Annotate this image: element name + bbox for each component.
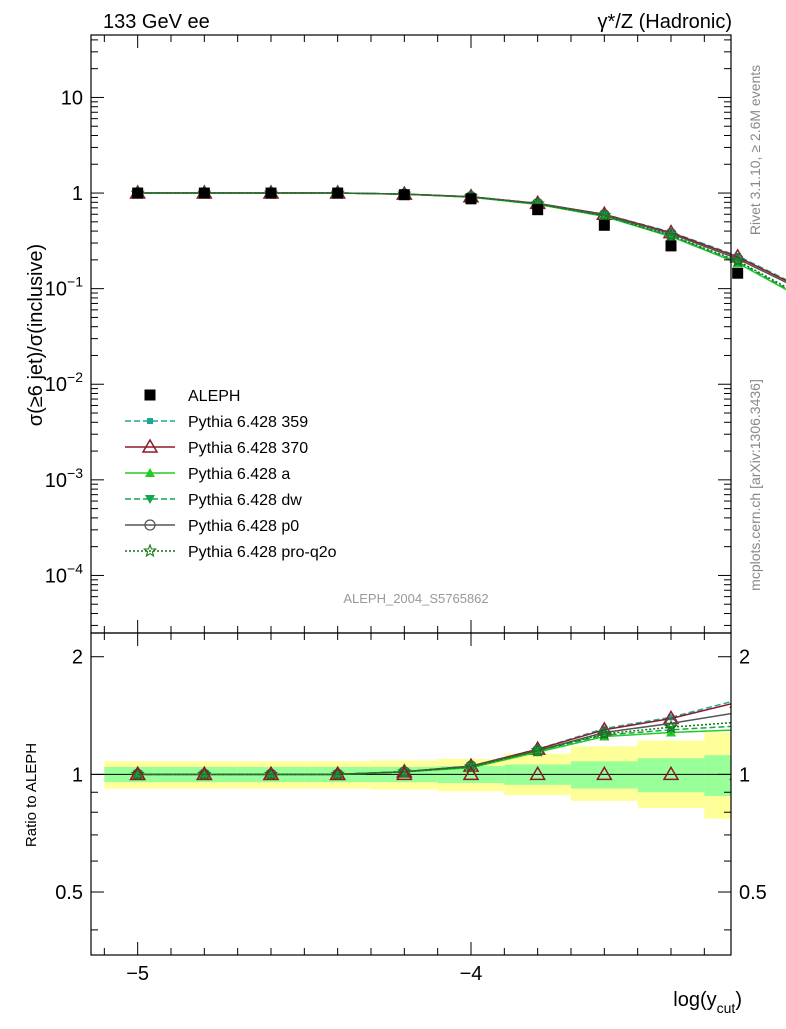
main-y-tick-label: 10−1 <box>45 274 83 301</box>
ratio-ref-point <box>596 765 613 781</box>
legend-pyq2o-label: Pythia 6.428 pro-q2o <box>188 544 337 561</box>
main-pyp0-line <box>137 192 786 284</box>
main-y-axis-label: σ(≥6 jet)/σ(inclusive) <box>25 244 47 426</box>
ratio-pya-point <box>733 725 743 734</box>
legend-aleph-marker <box>144 389 156 401</box>
ratio-ref-point <box>329 765 346 781</box>
main-aleph-point <box>265 187 277 199</box>
x-tick-label: −5 <box>126 963 149 985</box>
ratio-y-tick-label-right: 1 <box>739 764 750 786</box>
legend-pydw-marker <box>145 495 155 504</box>
main-y-tick-label: 1 <box>72 183 83 205</box>
main-y-tick-label: 10−3 <box>45 465 83 492</box>
main-aleph-point <box>198 187 210 199</box>
legend-py370-marker <box>141 438 159 453</box>
main-aleph-point <box>665 240 677 252</box>
ratio-pyq2o-point <box>130 766 145 781</box>
ratio-pyq2o-point <box>463 759 479 774</box>
ratio-py359-point <box>668 714 674 721</box>
ratio-py370-point <box>729 705 731 708</box>
ratio-series-clipped <box>129 697 743 781</box>
ratio-uncertainty-bands <box>91 732 731 819</box>
legend-pyp0-label: Pythia 6.428 p0 <box>188 518 299 535</box>
legend-pya-label: Pythia 6.428 a <box>188 466 290 483</box>
ratio-y-tick-label: 1 <box>72 764 83 786</box>
main-aleph-point <box>732 267 744 279</box>
main-y-tick-label: 10−4 <box>45 560 83 587</box>
ratio-py359-point <box>735 697 741 703</box>
ratio-ref-point <box>462 765 480 781</box>
ratio-y-tick-label-right: 0.5 <box>739 882 767 904</box>
ratio-pyp0-line <box>137 712 731 776</box>
mcplots-note: mcplots.cern.ch [arXiv:1306.3436] <box>747 379 763 591</box>
main-pyq2o-line <box>137 192 786 288</box>
ratio-y-tick-label-right: 2 <box>739 647 750 669</box>
ratio-ref-point <box>662 765 680 781</box>
main-y-tick-label: 10 <box>61 87 83 109</box>
stat-band-bin <box>637 758 705 793</box>
stat-band-bin <box>704 755 731 797</box>
ratio-pyq2o-point <box>263 766 279 781</box>
ratio-panel-series <box>129 697 743 781</box>
ratio-ref-point <box>262 765 280 781</box>
legend-py359-label: Pythia 6.428 359 <box>188 414 308 431</box>
x-tick-label: −4 <box>460 963 483 985</box>
ratio-ref-point <box>529 765 546 781</box>
ratio-pyq2o-point <box>597 726 612 740</box>
ratio-pyp0-point <box>665 717 677 730</box>
legend-pya-marker <box>145 468 155 477</box>
legend-pyp0-marker <box>144 519 156 531</box>
main-aleph-point <box>332 187 344 199</box>
legend-py359-marker <box>147 418 153 424</box>
ratio-pyq2o-point <box>197 766 212 781</box>
ratio-pyq2o-point <box>397 764 412 778</box>
ratio-pydw-point <box>733 722 743 731</box>
ratio-pyp0-point <box>733 707 743 717</box>
main-frame <box>90 34 732 634</box>
header-left: 133 GeV ee <box>103 11 210 33</box>
ratio-y-axis-label: Ratio to ALEPH <box>23 743 40 847</box>
ratio-frame <box>90 632 732 956</box>
main-aleph-point <box>598 219 610 231</box>
ratio-ref-point <box>396 765 413 781</box>
main-aleph-point <box>465 193 477 205</box>
header-right: γ*/Z (Hadronic) <box>598 11 732 33</box>
ratio-pyq2o-point <box>530 743 545 757</box>
analysis-id: ALEPH_2004_S5765862 <box>343 591 488 606</box>
rivet-version-note: Rivet 3.1.10, ≥ 2.6M events <box>747 65 763 235</box>
main-y-tick-label: 10−2 <box>45 369 83 396</box>
main-panel-series <box>129 184 786 291</box>
ratio-pyq2o-point <box>330 766 345 781</box>
main-aleph-point <box>132 187 144 199</box>
main-aleph-point <box>398 189 410 201</box>
legend-py370-label: Pythia 6.428 370 <box>188 440 308 457</box>
main-aleph-point <box>532 204 544 216</box>
ratio-pyq2o-point <box>663 719 679 734</box>
legend: ALEPH Pythia 6.428 359 Pythia 6.428 370 Pyt… <box>125 388 337 561</box>
ratio-y-tick-label: 2 <box>72 647 83 669</box>
ratio-ref-point <box>196 765 213 781</box>
ratio-pyq2o-point <box>730 719 731 721</box>
main-pyq2o-point <box>730 253 745 268</box>
ratio-y-tick-label: 0.5 <box>55 882 83 904</box>
x-axis-label: log(ycut) <box>673 989 742 1016</box>
stat-band-bin <box>571 761 638 789</box>
legend-pyq2o-marker <box>142 543 158 558</box>
main-pyq2o-point <box>663 227 679 242</box>
ratio-ref-point <box>129 765 146 781</box>
legend-pydw-label: Pythia 6.428 dw <box>188 492 302 509</box>
main-pyq2o-point <box>597 208 612 222</box>
legend-data-label: ALEPH <box>188 388 240 405</box>
